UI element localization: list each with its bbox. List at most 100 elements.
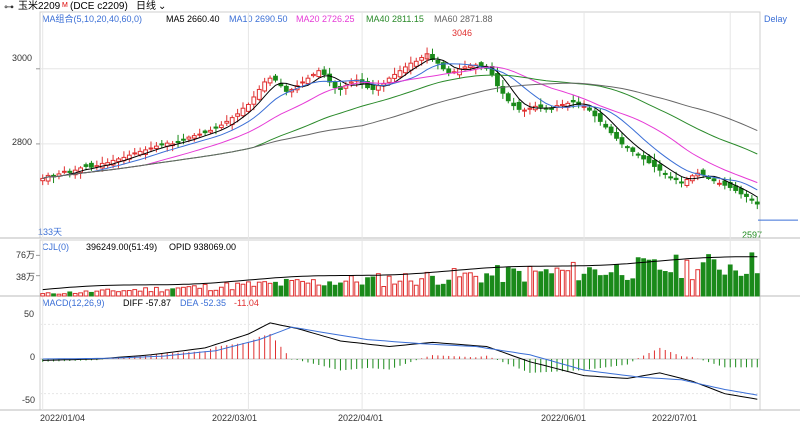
candle-body-37: [240, 107, 246, 117]
vol-tick-76: 76万: [16, 250, 36, 260]
volume-bar-131: [749, 252, 755, 297]
candle-body-109: [630, 147, 636, 152]
volume-bar-60: [365, 277, 370, 297]
candle-body-28: [191, 135, 197, 139]
contract-text: (DCE c2209): [70, 1, 128, 12]
candle-body-92: [538, 104, 544, 108]
volume-bar-126: [722, 274, 728, 297]
candle-body-22: [159, 143, 165, 146]
volume-bar-51: [316, 284, 322, 297]
volume-bar-96: [560, 269, 565, 297]
candle-body-69: [413, 60, 419, 67]
y-tick-2800: 2800: [12, 137, 33, 147]
candle-body-57: [348, 81, 354, 84]
candle-body-81: [478, 62, 484, 67]
candle-body-50: [310, 73, 316, 77]
volume-bar-29: [197, 287, 203, 297]
panel-frame-2: [39, 295, 761, 411]
macd-tick-neg50: -50: [22, 395, 36, 405]
volume-bar-128: [733, 270, 739, 297]
candle-body-26: [181, 138, 186, 141]
volume-bar-37: [240, 283, 246, 297]
candle-body-68: [408, 62, 414, 71]
candle-body-65: [392, 73, 397, 79]
candle-body-42: [267, 77, 273, 84]
volume-bar-89: [522, 281, 527, 297]
candle-body-100: [581, 105, 587, 108]
ma-group-label[interactable]: MA组合(5,10,20,40,60,0): [42, 14, 143, 24]
volume-bar-122: [700, 262, 706, 297]
candle-body-34: [224, 120, 230, 124]
volume-bar-6: [72, 292, 78, 297]
volume-group-label[interactable]: CJL(0): [42, 242, 70, 252]
candle-body-124: [711, 178, 717, 182]
volume-bar-49: [305, 282, 311, 297]
volume-bar-121: [695, 269, 701, 297]
macd-group-label[interactable]: MACD(12,26,9): [42, 298, 105, 308]
volume-bar-25: [175, 287, 181, 297]
volume-bar-8: [83, 290, 89, 297]
candle-body-107: [619, 137, 625, 145]
symbol-title[interactable]: 玉米2209: [18, 1, 61, 12]
candle-body-104: [603, 123, 609, 128]
candle-body-13: [110, 159, 116, 166]
volume-bar-33: [218, 286, 224, 297]
volume-bar-24: [170, 288, 176, 297]
volume-bar-63: [381, 286, 387, 297]
candle-body-53: [327, 73, 333, 83]
diff-value: DIFF -57.87: [123, 298, 172, 308]
volume-bar-73: [435, 284, 441, 297]
candle-body-21: [153, 145, 159, 149]
volume-bar-65: [392, 283, 397, 297]
candle-body-40: [256, 88, 262, 100]
volume-bar-116: [668, 272, 674, 297]
candle-body-5: [67, 170, 73, 173]
candle-body-101: [587, 107, 592, 111]
candle-body-75: [446, 68, 452, 74]
volume-bar-21: [153, 286, 159, 297]
volume-bar-20: [148, 291, 154, 297]
candle-body-19: [143, 149, 148, 155]
candle-body-54: [332, 81, 338, 89]
candle-body-84: [495, 73, 500, 87]
chevron-down-icon[interactable]: ⌄: [158, 1, 167, 12]
volume-bar-66: [397, 280, 403, 297]
candle-body-130: [744, 193, 749, 197]
volume-bar-45: [283, 278, 289, 297]
ma5-label: MA5 2660.40: [166, 14, 220, 24]
volume-bar-130: [744, 273, 749, 297]
candle-body-29: [197, 133, 203, 136]
volume-bar-111: [641, 258, 647, 297]
volume-bar-125: [717, 269, 722, 297]
low-price-label: 2597: [742, 230, 763, 240]
volume-bar-109: [630, 278, 636, 297]
candle-body-108: [624, 146, 630, 149]
ma20-label: MA20 2726.25: [296, 14, 355, 24]
date-label-jul: 2022/07/01: [652, 413, 698, 423]
candle-body-10: [94, 165, 100, 168]
period-selector[interactable]: 日线: [136, 1, 156, 12]
candle-body-48: [300, 81, 305, 84]
chain-link-icon[interactable]: ⊶: [4, 2, 14, 13]
candle-body-30: [202, 130, 208, 134]
volume-bar-91: [532, 270, 538, 297]
volume-bar-58: [354, 281, 360, 297]
volume-bar-108: [624, 279, 630, 297]
ma-line-ma60: [42, 82, 758, 179]
candle-body-49: [305, 77, 311, 85]
volume-bar-114: [657, 269, 663, 297]
candle-body-126: [722, 180, 728, 186]
volume-bar-43: [273, 281, 278, 297]
volume-bar-117: [673, 254, 679, 297]
ma10-label: MA10 2690.50: [229, 14, 288, 24]
candle-body-74: [440, 62, 446, 70]
volume-bar-9: [89, 291, 94, 297]
volume-bar-38: [246, 281, 251, 297]
volume-bar-50: [310, 279, 316, 297]
y-tick-3000: 3000: [12, 53, 33, 63]
volume-bar-36: [235, 282, 240, 297]
candle-body-43: [273, 75, 278, 81]
volume-bar-30: [202, 283, 208, 297]
volume-bar-68: [408, 280, 414, 297]
